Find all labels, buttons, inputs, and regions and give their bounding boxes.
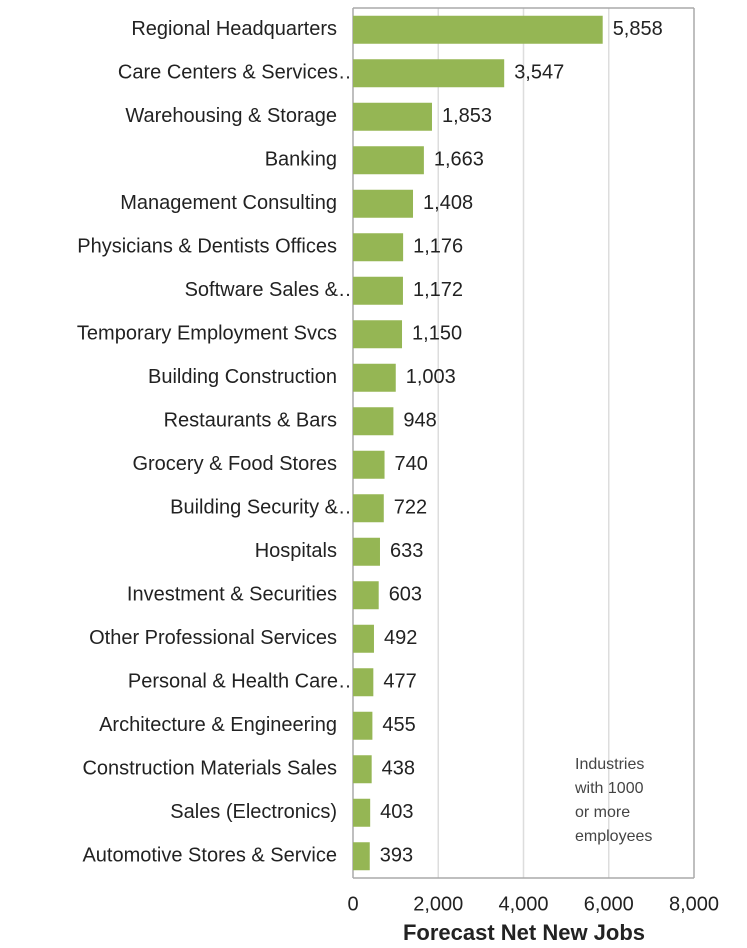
value-label: 403 xyxy=(380,801,413,823)
bar xyxy=(353,494,384,523)
y-tick-label: Building Construction xyxy=(148,366,337,388)
bar xyxy=(353,407,394,436)
bar xyxy=(353,711,373,740)
x-tick-label: 6,000 xyxy=(584,893,634,915)
y-tick-label: Management Consulting xyxy=(120,192,337,214)
y-tick-label: Care Centers & Services… xyxy=(118,62,358,84)
y-tick-label: Investment & Securities xyxy=(127,584,337,606)
bar xyxy=(353,668,374,697)
bar xyxy=(353,450,385,479)
bar xyxy=(353,755,372,784)
value-label: 1,172 xyxy=(413,279,463,301)
x-tick-label: 8,000 xyxy=(669,893,719,915)
y-tick-label: Regional Headquarters xyxy=(131,18,337,40)
x-axis-label: Forecast Net New Jobs xyxy=(403,920,645,945)
y-tick-label: Restaurants & Bars xyxy=(164,410,337,432)
y-tick-label: Architecture & Engineering xyxy=(99,714,337,736)
x-tick-label: 4,000 xyxy=(498,893,548,915)
bar xyxy=(353,798,371,827)
bar xyxy=(353,320,403,349)
value-label: 722 xyxy=(394,497,427,519)
value-label: 1,176 xyxy=(413,236,463,258)
bar xyxy=(353,15,603,44)
value-label: 5,858 xyxy=(613,18,663,40)
value-label: 603 xyxy=(389,584,422,606)
annotation: employees xyxy=(575,828,652,845)
y-tick-label: Temporary Employment Svcs xyxy=(77,323,337,345)
value-label: 948 xyxy=(403,410,436,432)
value-label: 455 xyxy=(382,714,415,736)
bar xyxy=(353,233,404,262)
y-tick-label: Other Professional Services xyxy=(89,627,337,649)
bar xyxy=(353,146,424,175)
y-tick-label: Personal & Health Care… xyxy=(128,671,358,693)
y-tick-label: Warehousing & Storage xyxy=(125,105,337,127)
y-tick-label: Sales (Electronics) xyxy=(170,801,337,823)
bar xyxy=(353,624,374,653)
value-label: 492 xyxy=(384,627,417,649)
x-tick-label: 0 xyxy=(347,893,358,915)
bar xyxy=(353,102,432,131)
bar xyxy=(353,189,414,218)
y-tick-label: Hospitals xyxy=(255,540,337,562)
value-label: 438 xyxy=(382,758,415,780)
value-label: 1,663 xyxy=(434,149,484,171)
value-label: 3,547 xyxy=(514,62,564,84)
bar xyxy=(353,537,380,566)
x-tick-label: 2,000 xyxy=(413,893,463,915)
annotation: or more xyxy=(575,804,630,821)
value-label: 1,003 xyxy=(406,366,456,388)
y-tick-label: Construction Materials Sales xyxy=(82,758,337,780)
annotation: with 1000 xyxy=(574,780,644,797)
value-label: 1,408 xyxy=(423,192,473,214)
y-tick-label: Grocery & Food Stores xyxy=(132,453,337,475)
y-tick-label: Software Sales &… xyxy=(185,279,358,301)
y-tick-label: Physicians & Dentists Offices xyxy=(77,236,337,258)
bar xyxy=(353,363,396,392)
value-label: 1,150 xyxy=(412,323,462,345)
bar xyxy=(353,276,403,305)
value-label: 633 xyxy=(390,540,423,562)
value-label: 1,853 xyxy=(442,105,492,127)
value-label: 740 xyxy=(395,453,428,475)
annotation: Industries xyxy=(575,756,644,773)
value-label: 393 xyxy=(380,845,413,867)
y-tick-label: Automotive Stores & Service xyxy=(82,845,337,867)
bar xyxy=(353,842,370,871)
y-tick-label: Building Security &… xyxy=(170,497,358,519)
bar xyxy=(353,59,505,88)
y-tick-label: Banking xyxy=(265,149,337,171)
bar xyxy=(353,581,379,610)
value-label: 477 xyxy=(383,671,416,693)
